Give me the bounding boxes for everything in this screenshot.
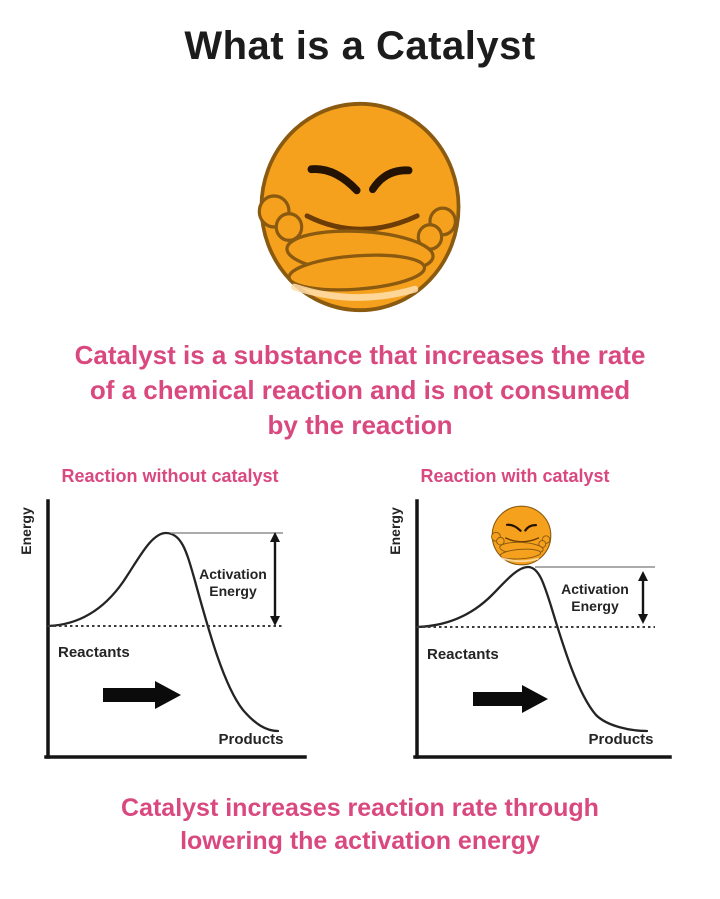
energy-plot-with-catalyst: Energy Activation Energy Reactants Produ… (390, 499, 672, 759)
definition-line: Catalyst is a substance that increases t… (74, 340, 646, 370)
conclusion-line: Catalyst increases reaction rate through (121, 794, 599, 822)
diagram-with-catalyst: Reaction with catalyst Energy Activation… (390, 466, 720, 765)
activation-energy-label: Energy (571, 598, 619, 614)
page-title: What is a Catalyst (184, 24, 536, 68)
y-axis-label: Energy (20, 507, 34, 555)
definition-line: of a chemical reaction and is not consum… (89, 375, 631, 405)
reaction-energy-curve (415, 565, 649, 733)
conclusion-line: lowering the activation energy (180, 827, 540, 855)
flexing-smiley-emoji-icon (254, 96, 466, 318)
definition-text: Catalyst is a substance that increases t… (0, 338, 720, 443)
activation-energy-double-arrow-icon (270, 532, 280, 626)
activation-energy-label: Energy (209, 583, 257, 599)
reaction-direction-arrow-icon (103, 681, 181, 709)
diagram-title: Reaction without catalyst (61, 466, 279, 486)
definition-line: by the reaction (267, 410, 453, 440)
products-label: Products (218, 731, 283, 748)
reaction-direction-arrow-icon (473, 685, 548, 713)
catalyst-emoji-on-peak-icon (492, 506, 551, 565)
reactants-label: Reactants (427, 646, 499, 663)
activation-energy-double-arrow-icon (638, 571, 648, 624)
activation-energy-label: Activation (561, 581, 629, 597)
diagram-without-catalyst: Reaction without catalyst Energy Activat… (20, 466, 350, 765)
conclusion-text: Catalyst increases reaction rate through… (0, 792, 720, 858)
y-axis-label: Energy (390, 507, 403, 555)
energy-plot-without-catalyst: Energy Activation Energy Reactants Produ… (20, 499, 307, 759)
activation-energy-label: Activation (199, 566, 267, 582)
reactants-label: Reactants (58, 644, 130, 661)
products-label: Products (588, 731, 653, 748)
diagram-title: Reaction with catalyst (420, 466, 610, 486)
reaction-energy-curve (46, 531, 280, 733)
